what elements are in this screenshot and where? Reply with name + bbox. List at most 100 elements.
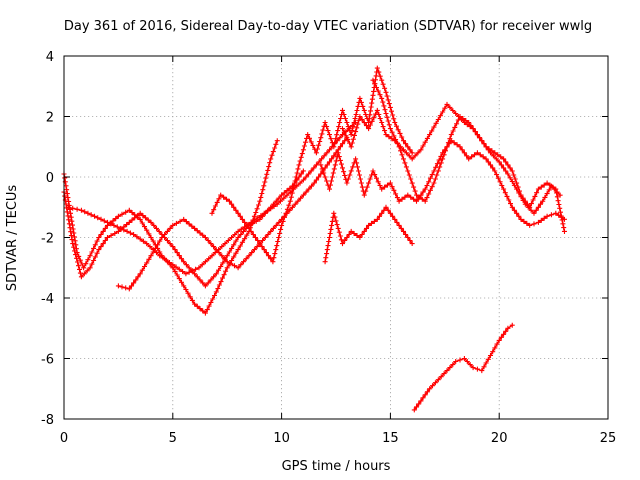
- data-point-marker: [333, 158, 339, 164]
- series-line: [413, 324, 513, 411]
- data-point-marker: [233, 250, 239, 256]
- data-point-marker: [427, 187, 433, 193]
- data-point-marker: [534, 190, 540, 196]
- data-point-marker: [335, 150, 341, 156]
- data-point-marker: [219, 244, 225, 250]
- data-point-marker: [494, 172, 500, 178]
- data-point-marker: [485, 159, 491, 165]
- data-point-marker: [208, 277, 214, 283]
- data-point-marker: [544, 191, 550, 197]
- data-point-marker: [331, 210, 337, 216]
- data-point-marker: [222, 241, 228, 247]
- data-point-marker: [273, 198, 279, 204]
- data-point-marker: [435, 117, 441, 122]
- data-point-marker: [535, 186, 541, 192]
- data-point-marker: [354, 108, 360, 113]
- data-point-marker: [391, 187, 397, 193]
- data-point-marker: [349, 128, 355, 134]
- data-point-marker: [213, 289, 219, 295]
- data-point-marker: [70, 205, 76, 211]
- data-point-marker: [344, 180, 350, 186]
- data-point-marker: [123, 209, 129, 215]
- data-point-marker: [348, 168, 354, 174]
- data-point-marker: [71, 230, 77, 236]
- data-point-marker: [497, 179, 503, 185]
- data-point-marker: [229, 235, 235, 240]
- data-point-marker: [346, 232, 352, 237]
- data-point-marker: [377, 92, 383, 98]
- data-point-marker: [311, 180, 317, 186]
- data-point-marker: [485, 356, 491, 362]
- data-point-marker: [447, 365, 453, 371]
- data-point-marker: [414, 198, 419, 204]
- data-point-marker: [414, 192, 419, 198]
- data-point-marker: [268, 156, 274, 162]
- y-tick-label: -8: [41, 413, 54, 428]
- data-point-marker: [300, 147, 306, 153]
- data-point-marker: [85, 257, 91, 263]
- data-point-marker: [415, 150, 421, 156]
- data-point-marker: [490, 153, 496, 159]
- data-point-marker: [353, 112, 359, 117]
- data-point-marker: [364, 225, 369, 231]
- data-point-marker: [452, 124, 458, 130]
- data-point-marker: [341, 129, 347, 135]
- data-point-marker: [503, 168, 509, 174]
- data-point-marker: [72, 248, 78, 254]
- data-point-marker: [202, 283, 208, 289]
- data-point-marker: [253, 235, 258, 240]
- data-point-marker: [441, 371, 447, 377]
- data-point-marker: [89, 261, 95, 267]
- data-point-marker: [490, 349, 496, 355]
- data-point-marker: [299, 151, 305, 157]
- data-point-marker: [189, 268, 195, 274]
- data-point-marker: [554, 190, 560, 196]
- data-point-marker: [514, 210, 520, 216]
- data-point-marker: [546, 187, 552, 193]
- data-point-marker: [360, 103, 366, 109]
- data-point-marker: [253, 210, 259, 215]
- data-point-marker: [290, 186, 296, 192]
- data-point-marker: [474, 366, 480, 372]
- data-point-marker: [183, 219, 189, 225]
- data-point-marker: [137, 271, 143, 277]
- data-point-marker: [483, 144, 489, 150]
- data-point-marker: [297, 158, 303, 164]
- data-point-marker: [483, 360, 489, 366]
- data-point-marker: [186, 265, 192, 271]
- data-point-marker: [447, 136, 453, 142]
- data-point-marker: [66, 199, 72, 204]
- data-point-marker: [511, 207, 517, 213]
- data-point-marker: [98, 244, 104, 250]
- data-point-marker: [273, 247, 279, 253]
- data-point-marker: [215, 286, 221, 291]
- series-track-f: [318, 138, 567, 228]
- data-point-marker: [268, 228, 274, 234]
- data-point-marker: [114, 224, 120, 230]
- data-point-marker: [515, 184, 521, 190]
- data-point-marker: [278, 226, 284, 232]
- data-point-marker: [134, 234, 140, 240]
- data-point-marker: [284, 206, 290, 212]
- data-point-marker: [87, 265, 93, 271]
- data-point-marker: [386, 134, 392, 140]
- data-point-marker: [211, 244, 217, 250]
- data-point-marker: [84, 268, 90, 274]
- data-point-marker: [270, 225, 276, 231]
- data-point-marker: [284, 192, 290, 198]
- data-point-marker: [554, 194, 560, 200]
- data-point-marker: [62, 193, 68, 199]
- data-point-marker: [185, 290, 191, 296]
- data-point-marker: [377, 183, 383, 188]
- data-point-marker: [474, 132, 480, 138]
- data-point-marker: [246, 225, 252, 231]
- data-point-marker: [361, 120, 367, 126]
- data-point-marker: [326, 239, 332, 244]
- data-point-marker: [267, 160, 273, 166]
- data-point-marker: [332, 162, 338, 168]
- data-point-marker: [520, 195, 526, 201]
- data-point-marker: [105, 219, 110, 225]
- data-point-marker: [337, 233, 343, 239]
- data-point-marker: [212, 203, 218, 209]
- data-point-marker: [225, 238, 231, 243]
